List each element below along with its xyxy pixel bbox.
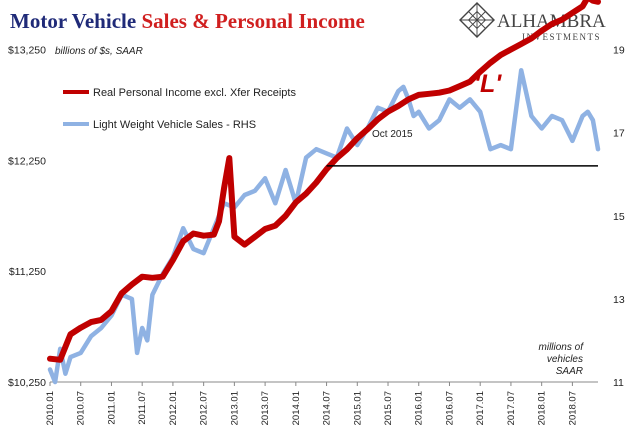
left-axis-unit-note: billions of $s, SAAR — [55, 46, 143, 57]
x-axis: 2010.01 2010.07 2011.01 2011.07 2012.01 2012.… — [45, 382, 578, 425]
right-axis: 11 13 15 17 19 — [613, 45, 625, 390]
legend-label-sales: Light Weight Vehicle Sales - RHS — [93, 119, 256, 131]
left-tick-label: $13,250 — [8, 45, 46, 57]
x-tick-label: 2010.01 — [45, 391, 56, 425]
x-tick-label: 2014.07 — [322, 391, 333, 425]
x-tick-label: 2011.01 — [106, 391, 117, 425]
left-tick-label: $12,250 — [8, 155, 46, 167]
x-tick-label: 2015.01 — [352, 391, 363, 425]
right-axis-unit-note: millions of vehicles SAAR — [539, 342, 585, 377]
x-tick-label: 2017.07 — [506, 391, 517, 425]
right-tick-label: 15 — [613, 211, 625, 223]
brand-sub: INVESTMENTS — [522, 32, 601, 42]
x-tick-label: 2013.01 — [229, 391, 240, 425]
right-unit-line-2: vehicles — [547, 354, 583, 365]
title-part-2: Sales & Personal Income — [141, 9, 364, 33]
x-tick-label: 2010.07 — [76, 391, 87, 425]
l-annotation: 'L' — [474, 70, 502, 98]
right-tick-label: 19 — [613, 45, 625, 57]
x-tick-label: 2017.01 — [475, 391, 486, 425]
x-tick-label: 2016.01 — [414, 391, 425, 425]
x-tick-label: 2016.07 — [444, 391, 455, 425]
chart-title: Motor Vehicle Sales & Personal Income — [10, 9, 365, 33]
right-tick-label: 13 — [613, 294, 625, 306]
x-tick-label: 2014.01 — [291, 391, 302, 425]
left-tick-label: $11,250 — [9, 266, 46, 278]
x-tick-label: 2011.07 — [137, 391, 148, 425]
x-tick-label: 2018.07 — [567, 391, 578, 425]
right-tick-label: 17 — [613, 128, 625, 140]
right-tick-label: 11 — [613, 377, 624, 389]
x-tick-label: 2018.01 — [537, 391, 548, 425]
oct-2015-annotation: Oct 2015 — [372, 129, 413, 140]
legend: Real Personal Income excl. Xfer Receipts… — [63, 87, 296, 131]
diamond-lattice-logo-icon — [459, 2, 495, 38]
vehicle-sales-line — [47, 68, 601, 385]
x-tick-label: 2012.01 — [168, 391, 179, 425]
x-tick-label: 2013.07 — [260, 391, 271, 425]
left-tick-label: $10,250 — [8, 377, 46, 389]
left-axis: $10,250 $11,250 $12,250 $13,250 — [8, 45, 46, 390]
right-unit-line-1: millions of — [539, 342, 585, 353]
legend-label-income: Real Personal Income excl. Xfer Receipts — [93, 87, 296, 99]
right-unit-line-3: SAAR — [556, 366, 583, 377]
x-tick-label: 2015.07 — [383, 391, 394, 425]
x-tick-label: 2012.07 — [199, 391, 210, 425]
income-line — [47, 0, 601, 363]
title-part-1: Motor Vehicle — [10, 9, 141, 33]
series-layer — [47, 0, 601, 385]
